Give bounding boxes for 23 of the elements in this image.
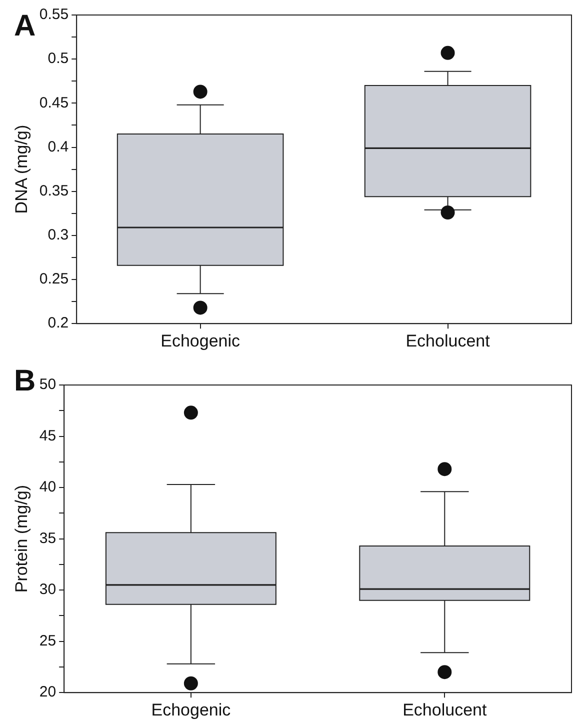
y-tick-label: 0.4 bbox=[48, 138, 69, 156]
y-tick-label: 0.2 bbox=[48, 314, 69, 332]
y-tick-label: 0.35 bbox=[39, 182, 69, 200]
y-tick-label: 0.45 bbox=[39, 94, 69, 112]
y-tick-label: 50 bbox=[39, 376, 56, 394]
x-tick-label: Echogenic bbox=[151, 700, 232, 720]
y-tick-label: 0.55 bbox=[39, 6, 69, 24]
text: B bbox=[14, 364, 36, 398]
y-tick-label: 45 bbox=[39, 427, 56, 444]
y-tick-label: 35 bbox=[39, 530, 56, 547]
y-axis-title: Protein (mg/g) bbox=[12, 484, 31, 593]
y-tick-label: 25 bbox=[39, 632, 56, 650]
x-tick-label: Echolucent bbox=[402, 700, 487, 720]
y-tick-label: 0.25 bbox=[39, 270, 69, 288]
y-tick-label: 40 bbox=[39, 478, 56, 496]
x-tick-label: Echogenic bbox=[160, 331, 241, 350]
text: A bbox=[14, 9, 36, 42]
x-tick-label: Echolucent bbox=[406, 331, 490, 350]
y-tick-label: 20 bbox=[39, 684, 56, 701]
y-tick-label: 0.3 bbox=[48, 226, 69, 244]
y-tick-label: 0.5 bbox=[48, 50, 69, 68]
y-tick-label: 30 bbox=[39, 581, 56, 598]
y-axis-title: DNA (mg/g) bbox=[12, 124, 31, 214]
